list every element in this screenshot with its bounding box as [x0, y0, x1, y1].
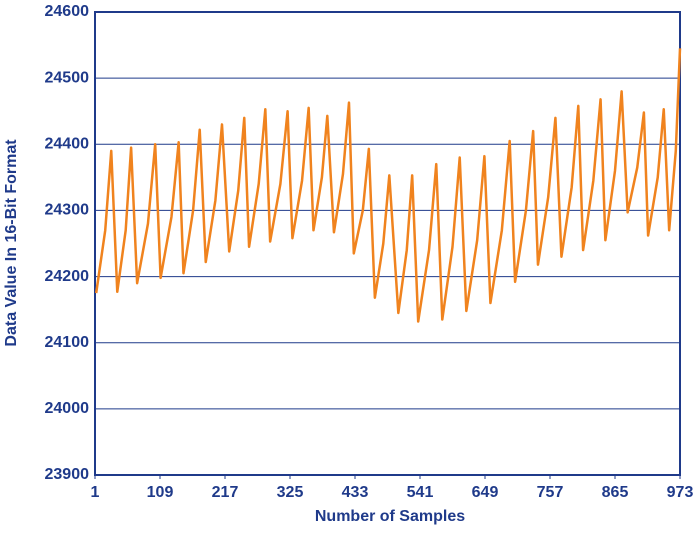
y-tick-label: 24000 [45, 400, 90, 417]
x-tick-label: 217 [212, 484, 239, 501]
data-line [94, 48, 682, 323]
x-tick-label: 109 [147, 484, 174, 501]
y-tick-label: 24500 [45, 69, 90, 86]
x-tick-label: 865 [602, 484, 629, 501]
y-axis-title: Data Value In 16-Bit Format [3, 139, 20, 347]
x-tick-label: 325 [277, 484, 304, 501]
y-tick-label: 24200 [45, 268, 90, 285]
x-tick-label: 973 [667, 484, 694, 501]
x-tick-label: 649 [472, 484, 499, 501]
y-tick-label: 23900 [45, 466, 90, 483]
y-tick-label: 24100 [45, 334, 90, 351]
y-tick-label: 24600 [45, 3, 90, 20]
x-tick-label: 433 [342, 484, 369, 501]
x-tick-label: 541 [407, 484, 434, 501]
x-axis-title: Number of Samples [315, 508, 465, 525]
plot-frame [94, 11, 681, 476]
x-tick-label: 1 [91, 484, 100, 501]
y-tick-label: 24300 [45, 202, 90, 219]
y-tick-label: 24400 [45, 136, 90, 153]
x-tick-label: 757 [537, 484, 564, 501]
